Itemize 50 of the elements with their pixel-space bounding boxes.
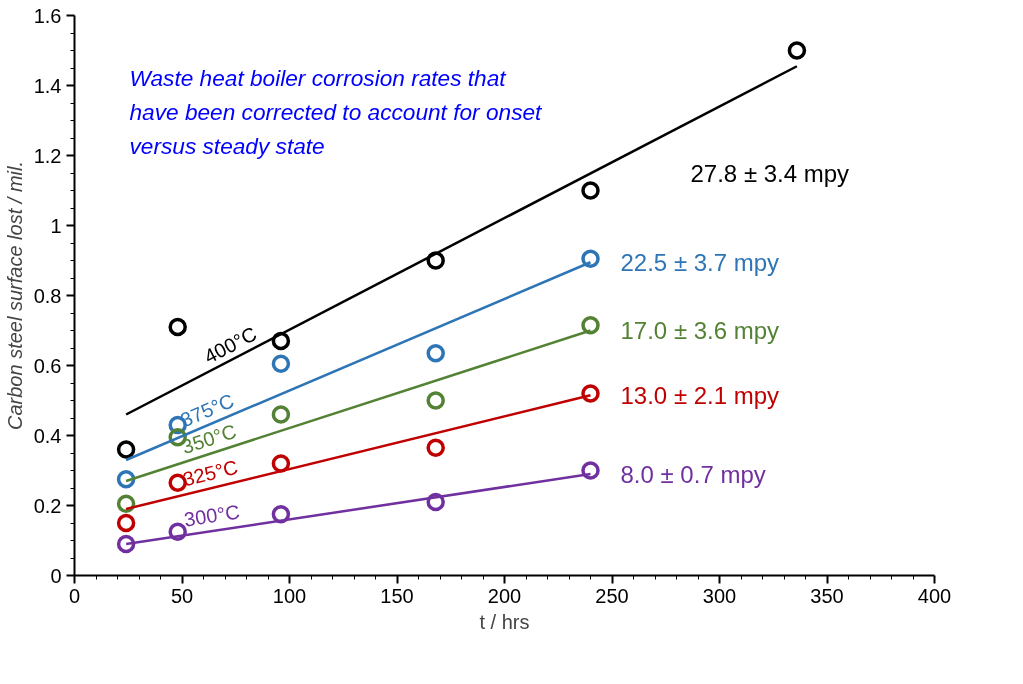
y-tick-label: 1.2 <box>33 144 62 167</box>
point <box>426 438 445 457</box>
annotation: 27.8 ± 3.4 mpy <box>690 159 850 187</box>
x-tick-label: 50 <box>170 584 194 607</box>
point <box>581 384 600 403</box>
y-tick-label: 1.4 <box>33 74 62 97</box>
point <box>426 492 445 512</box>
x-tick-label: 0 <box>68 584 81 607</box>
y-tick-label: 0 <box>50 564 62 587</box>
x-tick-label: 300 <box>702 584 737 607</box>
point <box>116 534 136 554</box>
point <box>116 440 136 459</box>
point <box>271 354 291 373</box>
text: 400°C <box>200 322 261 368</box>
y-tick-label: 0.8 <box>33 284 62 307</box>
y-tick-label: 0.6 <box>33 354 62 377</box>
x-tick-label: 150 <box>380 584 414 607</box>
point <box>271 454 291 473</box>
annotation: 8.0 ± 0.7 mpy <box>620 460 766 488</box>
point <box>271 331 291 351</box>
point <box>271 405 291 424</box>
annotation: 17.0 ± 3.6 mpy <box>620 317 780 344</box>
x-axis-title: t / hrs <box>479 610 530 633</box>
y-tick-label: 1 <box>50 214 62 237</box>
point <box>581 181 600 200</box>
y-tick-label: 0.2 <box>33 494 62 517</box>
x-tick-label: 400 <box>917 584 952 607</box>
y-tick-label: 0.4 <box>33 424 62 447</box>
text: 325°C <box>180 455 241 491</box>
point <box>426 251 445 270</box>
x-tick-label: 350 <box>810 584 844 607</box>
point <box>116 513 136 533</box>
x-tick-label: 200 <box>487 584 522 607</box>
point <box>426 391 445 410</box>
point <box>426 344 445 363</box>
point <box>168 317 187 337</box>
annotation: 22.5 ± 3.7 mpy <box>620 248 780 276</box>
point <box>116 494 136 513</box>
annotation: 13.0 ± 2.1 mpy <box>620 381 780 409</box>
point <box>581 461 600 480</box>
point <box>787 41 807 60</box>
point <box>581 249 600 268</box>
point <box>581 316 600 335</box>
x-tick-label: 100 <box>272 584 307 607</box>
y-tick-label: 1.6 <box>33 4 62 27</box>
text: 300°C <box>182 500 242 531</box>
annotation: Waste heat boiler corrosion rates that have been corrected to account for onset versus steady state <box>129 64 544 159</box>
x-tick-label: 250 <box>595 584 629 607</box>
y-axis-title: Carbon steel surface lost / mil. <box>3 161 26 430</box>
point <box>271 505 291 524</box>
